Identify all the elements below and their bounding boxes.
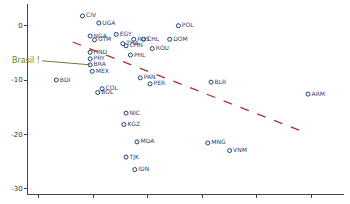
svg-text:KGZ: KGZ: [127, 120, 140, 127]
svg-text:Brasil !: Brasil !: [12, 56, 40, 65]
svg-text:MDA: MDA: [140, 137, 155, 144]
svg-text:MEX: MEX: [96, 67, 109, 74]
svg-text:-30: -30: [11, 185, 22, 193]
svg-text:COL: COL: [106, 84, 119, 91]
svg-text:TJK: TJK: [129, 153, 140, 161]
svg-text:EGY: EGY: [120, 30, 132, 37]
svg-text:PER: PER: [154, 79, 166, 86]
svg-text:BOL: BOL: [101, 88, 114, 95]
svg-text:NIC: NIC: [130, 109, 140, 116]
svg-text:HND: HND: [94, 48, 108, 55]
svg-text:MNG: MNG: [211, 138, 226, 145]
svg-text:UGA: UGA: [102, 19, 116, 26]
svg-text:BLR: BLR: [215, 78, 227, 85]
svg-text:CIV: CIV: [86, 11, 97, 18]
svg-text:ROU: ROU: [156, 44, 169, 51]
svg-text:BDI: BDI: [60, 76, 71, 83]
svg-text:ARM: ARM: [312, 90, 325, 97]
svg-text:VNM: VNM: [233, 146, 247, 153]
svg-text:-20: -20: [11, 131, 22, 139]
svg-text:CHN: CHN: [130, 41, 143, 48]
svg-text:NGA: NGA: [94, 32, 108, 39]
svg-text:PHL: PHL: [134, 51, 146, 58]
svg-text:PRY: PRY: [94, 54, 105, 61]
svg-text:POL: POL: [182, 21, 194, 28]
svg-text:PAN: PAN: [144, 73, 156, 80]
svg-text:CHL: CHL: [147, 35, 160, 42]
svg-text:RUS: RUS: [137, 35, 150, 42]
svg-text:GTM: GTM: [98, 35, 111, 42]
svg-text:0: 0: [18, 22, 22, 30]
svg-text:DOM: DOM: [173, 35, 188, 42]
svg-text:BRA: BRA: [94, 60, 107, 67]
svg-text:IDN: IDN: [138, 165, 149, 172]
svg-text:THA: THA: [125, 39, 139, 46]
svg-text:-10: -10: [11, 76, 22, 84]
